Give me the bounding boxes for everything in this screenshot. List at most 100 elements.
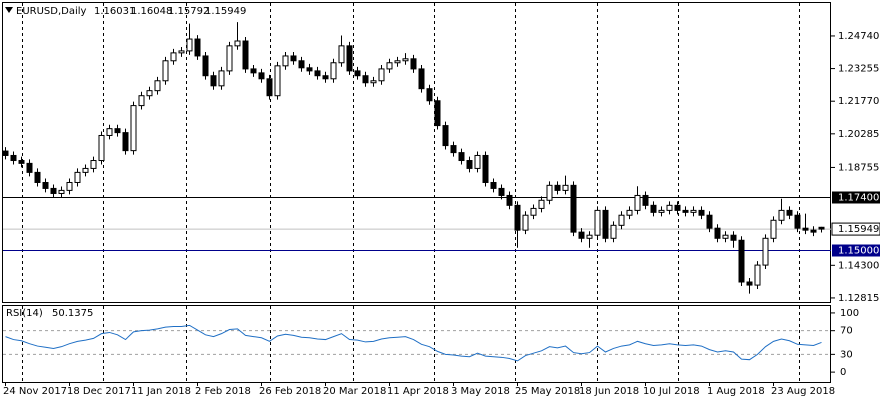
candle-body	[610, 224, 617, 239]
y-tick-label: 1.21770	[838, 96, 879, 107]
candle-body	[490, 181, 497, 189]
candle-body	[218, 70, 225, 87]
ohlc-low: 1.15792	[168, 6, 209, 17]
candle-body	[762, 237, 769, 266]
candle-body	[386, 62, 393, 70]
candle-body	[74, 171, 81, 183]
candle-body	[114, 128, 121, 134]
y-tick-label: 1.24740	[838, 31, 879, 42]
current-price-label: 1.15949	[838, 224, 879, 235]
menu-icon	[5, 7, 13, 13]
candle-body	[698, 209, 705, 216]
candle-body	[402, 58, 409, 62]
x-tick-label: 18 Dec 2017	[67, 386, 131, 397]
candle-body	[90, 160, 97, 169]
candle-body	[730, 234, 737, 241]
candle-body	[530, 207, 537, 216]
candle-body	[378, 68, 385, 82]
candle-body	[498, 187, 505, 196]
candle-body	[18, 160, 25, 164]
rsi-value: 50.1375	[52, 308, 93, 319]
candle-body	[322, 75, 329, 80]
y-tick-label: 1.18755	[838, 162, 879, 173]
candle-body	[794, 214, 801, 229]
candle-body	[186, 38, 193, 52]
rsi-tick-label: 70	[840, 326, 853, 337]
candle-body	[458, 152, 465, 162]
candle-body	[746, 281, 753, 286]
candle-body	[2, 150, 9, 156]
candle-body	[818, 226, 825, 230]
candle-body	[546, 184, 553, 201]
x-tick-label: 18 Jun 2018	[579, 386, 639, 397]
candle-body	[802, 227, 809, 231]
candle-body	[562, 184, 569, 191]
candle-body	[82, 167, 89, 173]
candle-body	[50, 187, 57, 194]
candle-body	[642, 194, 649, 206]
candle-body	[10, 154, 17, 162]
candle-body	[306, 67, 313, 72]
ohlc-close: 1.15949	[205, 6, 246, 17]
candle-body	[474, 154, 481, 169]
candle-body	[754, 264, 761, 286]
candle-body	[234, 40, 241, 47]
candle-body	[674, 204, 681, 211]
candle-body	[514, 204, 521, 231]
candle-body	[442, 125, 449, 147]
candle-body	[242, 40, 249, 70]
candle-body	[658, 209, 665, 213]
symbol: EURUSD,Daily	[16, 6, 87, 17]
x-tick-label: 11 Apr 2018	[387, 386, 449, 397]
candle-body	[194, 38, 201, 57]
candle-body	[338, 45, 345, 64]
y-tick-label: 1.12815	[838, 293, 879, 304]
candle-body	[722, 234, 729, 239]
candle-body	[354, 70, 361, 77]
y-tick-label: 1.14300	[838, 260, 879, 271]
y-tick-label: 1.20285	[838, 129, 879, 140]
x-tick-label: 1 Aug 2018	[707, 386, 765, 397]
candle-body	[706, 214, 713, 229]
candle-body	[450, 145, 457, 154]
candle-body	[106, 128, 113, 136]
candle-body	[506, 194, 513, 206]
candle-body	[538, 199, 545, 209]
candle-body	[578, 231, 585, 239]
candle-body	[418, 68, 425, 90]
candle-body	[282, 55, 289, 67]
rsi-frame	[2, 305, 831, 383]
candle-body	[770, 219, 777, 239]
candle-body	[482, 154, 489, 183]
rsi-tick-label: 100	[840, 308, 859, 319]
x-tick-label: 26 Feb 2018	[259, 386, 321, 397]
candle-body	[26, 162, 33, 173]
candle-body	[130, 105, 137, 152]
x-tick-label: 23 Aug 2018	[771, 386, 835, 397]
candle-body	[330, 62, 337, 80]
candle-body	[666, 204, 673, 211]
candle-body	[250, 68, 257, 74]
current-price-box	[831, 222, 880, 236]
x-tick-label: 3 May 2018	[451, 386, 510, 397]
candle-body	[170, 52, 177, 62]
level-label: 1.15000	[838, 246, 879, 257]
candle-body	[434, 100, 441, 127]
rsi-line	[5, 324, 822, 362]
rsi-name: RSI(14)	[6, 308, 43, 319]
candle-body	[138, 95, 145, 107]
rsi-tick-label: 0	[840, 367, 846, 378]
candle-body	[202, 55, 209, 77]
x-tick-label: 2 Feb 2018	[195, 386, 251, 397]
candle-body	[810, 229, 817, 233]
candle-body	[298, 60, 305, 69]
level-label-box	[832, 191, 880, 204]
level-label: 1.17400	[838, 193, 879, 204]
candle-body	[466, 160, 473, 169]
candle-body	[682, 209, 689, 213]
candle-body	[394, 60, 401, 64]
ohlc-open: 1.16031	[94, 6, 135, 17]
candle-body	[266, 78, 273, 97]
candle-body	[634, 194, 641, 211]
